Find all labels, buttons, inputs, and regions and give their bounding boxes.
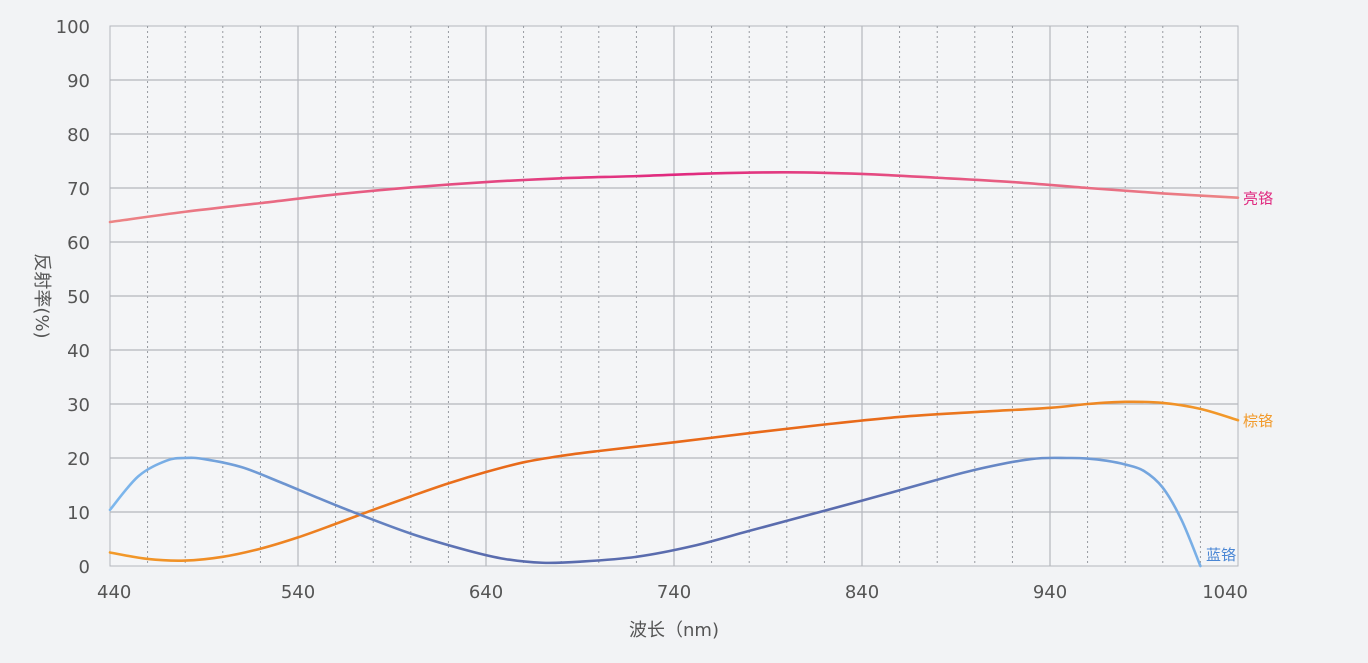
y-tick-label: 90 — [67, 71, 90, 92]
x-axis-title: 波长（nm) — [629, 620, 719, 641]
y-tick-label: 20 — [67, 449, 90, 470]
y-axis-title: 反射率(%) — [31, 253, 52, 338]
y-tick-label: 0 — [79, 557, 90, 578]
y-tick-label: 60 — [67, 233, 90, 254]
series-label: 蓝铬 — [1206, 546, 1236, 564]
y-tick-label: 40 — [67, 341, 90, 362]
series-lines — [108, 171, 1240, 568]
series-line — [108, 400, 1240, 562]
y-tick-label: 100 — [56, 17, 90, 38]
series-label: 亮铬 — [1243, 190, 1273, 208]
series-line — [108, 171, 1240, 224]
y-tick-label: 70 — [67, 179, 90, 200]
x-tick-label: 540 — [281, 582, 315, 603]
x-tick-label: 940 — [1033, 582, 1067, 603]
x-tick-label: 1040 — [1202, 582, 1248, 603]
y-axis-ticks: 0 10 20 30 40 50 60 70 80 90 100 — [56, 17, 90, 578]
x-tick-label: 640 — [469, 582, 503, 603]
x-tick-label: 440 — [97, 582, 131, 603]
y-tick-label: 50 — [67, 287, 90, 308]
y-tick-label: 30 — [67, 395, 90, 416]
y-tick-label: 80 — [67, 125, 90, 146]
series-line — [108, 456, 1202, 568]
y-tick-label: 10 — [67, 503, 90, 524]
x-tick-label: 740 — [657, 582, 691, 603]
x-tick-label: 840 — [845, 582, 879, 603]
series-label: 棕铬 — [1243, 412, 1273, 430]
x-axis-ticks: 440 540 640 740 840 940 1040 — [97, 582, 1248, 603]
